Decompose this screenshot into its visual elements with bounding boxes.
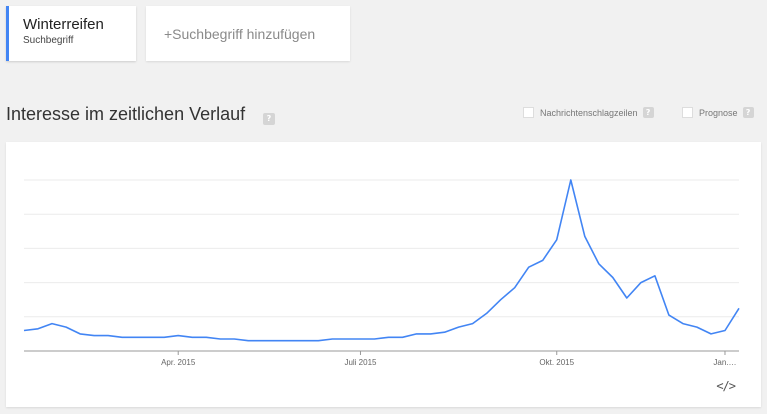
search-term-type: Suchbegriff bbox=[23, 35, 74, 46]
news-headlines-label: Nachrichtenschlagzeilen bbox=[540, 107, 638, 118]
search-term-card[interactable]: Winterreifen Suchbegriff bbox=[6, 6, 136, 61]
add-search-term-button[interactable]: +Suchbegriff hinzufügen bbox=[146, 6, 350, 61]
interest-over-time-chart: Apr. 2015 Juli 2015 Okt. 2015 Jan.… </> bbox=[6, 142, 761, 407]
line-chart: Apr. 2015 Juli 2015 Okt. 2015 Jan.… bbox=[23, 179, 740, 367]
x-tick-label: Apr. 2015 bbox=[161, 358, 196, 367]
embed-code-icon[interactable]: </> bbox=[716, 379, 736, 393]
forecast-checkbox[interactable] bbox=[682, 107, 693, 118]
x-tick-label: Juli 2015 bbox=[344, 358, 377, 367]
news-help-icon[interactable]: ? bbox=[642, 107, 654, 118]
forecast-label: Prognose bbox=[699, 107, 738, 118]
help-icon[interactable]: ? bbox=[263, 113, 275, 125]
x-tick-label: Jan.… bbox=[713, 358, 736, 367]
chart-grid bbox=[24, 179, 739, 352]
x-tick-label: Okt. 2015 bbox=[539, 358, 574, 367]
section-title: Interesse im zeitlichen Verlauf bbox=[6, 104, 246, 124]
news-headlines-checkbox[interactable] bbox=[523, 107, 534, 118]
series-line-winterreifen bbox=[23, 179, 740, 342]
forecast-option[interactable]: Prognose ? bbox=[682, 107, 754, 118]
news-headlines-option[interactable]: Nachrichtenschlagzeilen ? bbox=[523, 107, 654, 118]
x-axis-ticks: Apr. 2015 Juli 2015 Okt. 2015 Jan.… bbox=[161, 351, 737, 367]
forecast-help-icon[interactable]: ? bbox=[742, 107, 754, 118]
search-term-name: Winterreifen bbox=[23, 16, 104, 33]
